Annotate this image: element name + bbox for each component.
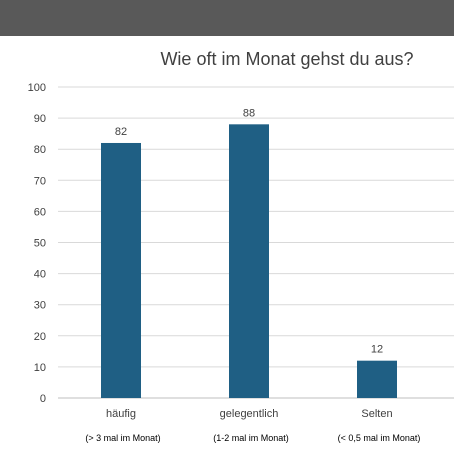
chart-title: Wie oft im Monat gehst du aus? (160, 49, 414, 69)
x-category-sublabel: (1-2 mal im Monat) (213, 433, 289, 443)
y-tick-label: 50 (34, 238, 46, 250)
y-tick-label: 90 (34, 113, 46, 125)
data-label: 12 (371, 344, 383, 356)
y-tick-label: 20 (34, 331, 46, 343)
y-tick-label: 100 (28, 82, 46, 94)
y-tick-label: 40 (34, 269, 46, 281)
y-tick-label: 80 (34, 144, 46, 156)
data-label: 82 (115, 126, 127, 138)
y-tick-label: 60 (34, 206, 46, 218)
y-tick-label: 30 (34, 300, 46, 312)
x-category-label: Selten (361, 408, 392, 420)
x-category-label: häufig (106, 408, 136, 420)
y-tick-label: 70 (34, 175, 46, 187)
header-bar (0, 0, 454, 36)
x-category-sublabel: (< 0,5 mal im Monat) (338, 433, 421, 443)
bar-selten (357, 360, 397, 398)
y-tick-label: 0 (40, 393, 46, 405)
x-category-sublabel: (> 3 mal im Monat) (85, 433, 160, 443)
x-category-label: gelegentlich (220, 408, 279, 420)
bar-gelegentlich (229, 124, 269, 398)
bar-häufig (101, 142, 141, 398)
y-tick-label: 10 (34, 362, 46, 374)
data-label: 88 (243, 107, 255, 119)
